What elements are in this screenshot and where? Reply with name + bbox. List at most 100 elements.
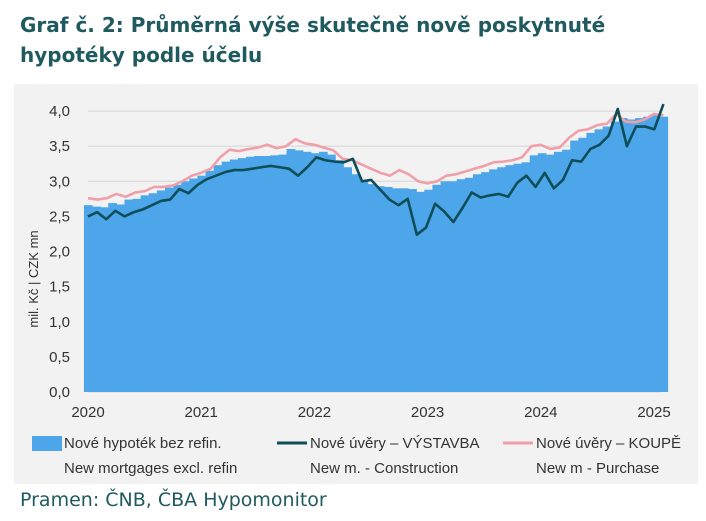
bar xyxy=(181,181,190,392)
bar xyxy=(659,116,669,393)
bar xyxy=(570,140,579,392)
series-line-purchase xyxy=(87,112,664,201)
bar xyxy=(302,151,312,392)
bar xyxy=(562,149,571,392)
bar xyxy=(602,126,612,392)
bar xyxy=(464,177,474,392)
legend-label-purchase: Nové úvěry – KOUPĚ xyxy=(536,435,681,452)
bar xyxy=(635,118,644,392)
bar xyxy=(132,198,142,392)
bar xyxy=(456,179,466,392)
bar xyxy=(205,170,215,392)
x-tick-label: 2021 xyxy=(185,404,218,421)
bar xyxy=(116,204,126,392)
bar xyxy=(335,160,344,392)
y-tick-label: 0,5 xyxy=(49,349,70,366)
bar xyxy=(278,154,288,392)
legend-label-construction: Nové úvěry – VÝSTAVBA xyxy=(310,435,480,452)
bar xyxy=(643,116,652,393)
bar xyxy=(359,180,369,392)
series-line-construction xyxy=(87,103,665,236)
bar xyxy=(367,184,377,392)
bar xyxy=(351,174,361,392)
bar xyxy=(197,175,207,392)
bar xyxy=(554,151,563,392)
x-tick-label: 2023 xyxy=(411,404,444,421)
bar xyxy=(391,188,401,392)
bar xyxy=(229,159,239,392)
y-tick-label: 2,5 xyxy=(49,208,70,225)
bar xyxy=(618,118,628,392)
bar xyxy=(578,137,588,392)
legend-label-purchase-en: New m - Purchase xyxy=(536,460,659,477)
bar xyxy=(83,205,93,392)
bar xyxy=(408,189,417,392)
y-tick-label: 1,0 xyxy=(49,314,70,331)
bar xyxy=(262,156,271,392)
chart-title: Graf č. 2: Průměrná výše skutečně nově p… xyxy=(20,13,606,67)
bar xyxy=(173,184,182,392)
chart-panel: 0,0 0,5 1,0 1,5 2,0 2,5 3,0 3,5 4,0 2020 2021 2022… xyxy=(14,84,698,484)
bar xyxy=(537,153,547,392)
legend: Nové hypoték bez refin. New mortgages ex… xyxy=(32,435,681,477)
bar xyxy=(375,186,385,392)
y-tick-label: 2,0 xyxy=(49,244,70,261)
bar xyxy=(124,199,134,392)
bar xyxy=(400,188,409,392)
x-tick-label: 2025 xyxy=(637,404,670,421)
y-tick-label: 0,0 xyxy=(49,384,70,401)
bar xyxy=(448,181,458,392)
bar xyxy=(416,191,425,392)
y-axis-label: mil. Kč | CZK mn xyxy=(26,230,41,327)
x-tick-label: 2024 xyxy=(524,404,557,421)
bar xyxy=(651,115,660,392)
y-tick-label: 1,5 xyxy=(49,279,70,296)
bar xyxy=(497,167,506,392)
bar xyxy=(156,190,166,392)
chart-svg: 0,0 0,5 1,0 1,5 2,0 2,5 3,0 3,5 4,0 2020 2021 2022… xyxy=(26,103,681,477)
bar xyxy=(189,178,199,392)
legend-label-bars: Nové hypoték bez refin. xyxy=(64,435,222,452)
bar xyxy=(481,172,490,392)
bar xyxy=(254,156,263,392)
bar xyxy=(100,207,109,392)
bar xyxy=(440,181,450,392)
bar xyxy=(108,203,117,392)
bar xyxy=(472,174,482,392)
bar xyxy=(164,187,174,392)
bar xyxy=(213,165,223,392)
bar xyxy=(489,169,498,392)
bar xyxy=(529,155,539,392)
bar xyxy=(318,151,328,392)
bar xyxy=(383,186,393,392)
bar xyxy=(545,154,555,392)
bar xyxy=(286,148,296,392)
y-tick-label: 4,0 xyxy=(49,103,70,120)
bar xyxy=(246,156,255,392)
bar xyxy=(626,119,636,392)
bar xyxy=(327,154,336,392)
source-note: Pramen: ČNB, ČBA Hypomonitor xyxy=(20,489,327,511)
bar xyxy=(92,206,101,392)
y-tick-label: 3,0 xyxy=(49,173,70,190)
bar xyxy=(521,162,531,392)
y-tick-label: 3,5 xyxy=(49,138,70,155)
legend-label-construction-en: New m. - Construction xyxy=(310,460,458,477)
bar xyxy=(148,193,158,392)
legend-swatch-bars xyxy=(32,436,62,451)
legend-label-bars-en: New mortgages excl. refin xyxy=(64,460,237,477)
bar xyxy=(237,158,247,392)
bar xyxy=(343,167,353,392)
bar xyxy=(432,184,442,392)
bar xyxy=(594,129,604,392)
bar xyxy=(294,150,304,392)
x-tick-label: 2020 xyxy=(71,404,104,421)
bar xyxy=(310,153,320,392)
bar xyxy=(513,163,523,392)
x-tick-label: 2022 xyxy=(298,404,331,421)
bar xyxy=(505,165,515,392)
bar xyxy=(221,161,231,392)
bar xyxy=(140,195,150,392)
bar xyxy=(610,121,620,393)
bar xyxy=(586,132,596,392)
